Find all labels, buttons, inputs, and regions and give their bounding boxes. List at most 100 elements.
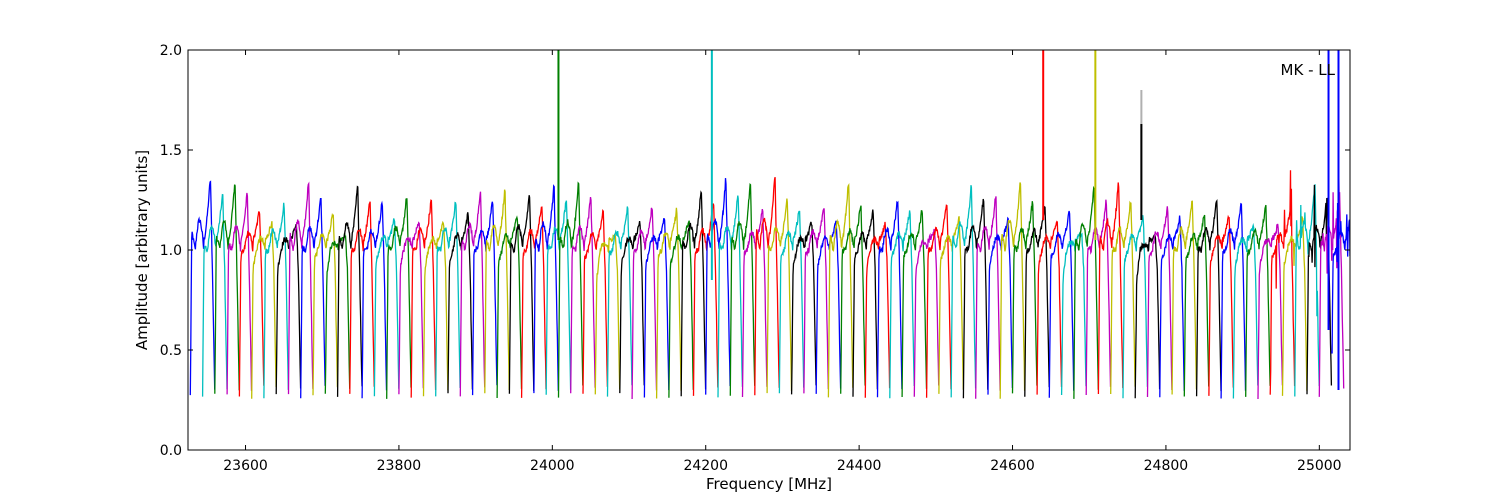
series-line [606, 206, 633, 397]
series-line [717, 195, 744, 398]
y-tick-label: 0.0 [160, 443, 182, 459]
series-line [754, 176, 780, 396]
series-line [1257, 223, 1284, 400]
series-line [1146, 206, 1173, 398]
series-line [938, 216, 964, 394]
series-line [508, 195, 535, 394]
series-line [533, 184, 559, 394]
series-line [435, 201, 461, 397]
series-line [312, 212, 339, 396]
x-tick-label: 24600 [990, 458, 1035, 474]
series-line [852, 209, 879, 397]
series-line [692, 203, 719, 396]
series-line [741, 208, 768, 398]
series-line [471, 201, 498, 396]
series-line [975, 196, 1001, 399]
series-line [300, 198, 326, 399]
spike-layer [557, 50, 1340, 390]
series-line [631, 207, 658, 400]
series-line [226, 192, 253, 395]
x-tick-label: 23800 [377, 458, 422, 474]
series-line [925, 204, 952, 398]
x-tick-label: 23600 [223, 458, 268, 474]
series-line [1110, 200, 1136, 395]
series-line [827, 183, 854, 398]
series-line [876, 200, 903, 398]
annotation-label: MK - LL [1281, 61, 1336, 79]
series-line [1232, 222, 1259, 399]
series-line [1024, 205, 1050, 397]
series-line [459, 191, 486, 397]
series-line [790, 221, 817, 395]
series-line [1294, 184, 1320, 397]
series-line [1195, 198, 1222, 397]
x-tick-label: 24800 [1144, 458, 1189, 474]
series-line [594, 232, 621, 395]
series-line [570, 196, 596, 394]
series-line [1330, 202, 1350, 354]
y-tick-label: 0.5 [160, 343, 182, 359]
series-line [238, 211, 265, 397]
series-line [1245, 204, 1271, 397]
series-line [913, 228, 940, 397]
y-tick-label: 1.5 [160, 143, 182, 159]
series-line [324, 232, 351, 394]
series-line [557, 181, 584, 398]
y-axis: 0.0 0.5 1.0 1.5 2.0 [160, 43, 1350, 459]
series-layer [189, 161, 1350, 400]
series-line [643, 218, 670, 398]
x-tick-label: 24000 [530, 458, 575, 474]
x-axis: 23600 23800 24000 24200 24400 24600 24800 25000 [223, 50, 1342, 474]
series-line [251, 221, 277, 399]
series-line [189, 180, 216, 396]
series-line [1085, 199, 1112, 396]
series-line [1281, 216, 1308, 396]
x-tick-label: 24400 [837, 458, 882, 474]
series-line [336, 185, 363, 397]
series-line [201, 193, 228, 397]
series-line [668, 220, 694, 398]
series-line [962, 198, 989, 399]
series-line [582, 208, 609, 394]
x-tick-label: 24200 [683, 458, 728, 474]
series-line [840, 205, 866, 394]
series-line [520, 206, 547, 398]
series-line [803, 208, 829, 394]
series-line [619, 221, 645, 394]
series-line [766, 198, 793, 394]
series-line [1048, 210, 1075, 398]
series-line [398, 221, 424, 395]
x-tick-label: 25000 [1297, 458, 1342, 474]
y-tick-label: 2.0 [160, 43, 182, 59]
series-line [1306, 184, 1333, 395]
series-line [484, 189, 510, 394]
series-line [1036, 220, 1063, 395]
series-line [889, 210, 915, 399]
series-line [1073, 185, 1099, 399]
series-line [496, 215, 523, 399]
series-line [1097, 182, 1124, 395]
series-line [1220, 202, 1247, 399]
series-line [422, 220, 449, 397]
series-line [680, 190, 707, 397]
y-tick-label: 1.0 [160, 243, 182, 259]
series-line [778, 210, 805, 394]
series-line [1183, 214, 1210, 397]
series-line [729, 182, 756, 396]
series-line [361, 200, 388, 399]
series-line [287, 181, 314, 395]
series-line [1159, 215, 1185, 398]
series-line [447, 212, 474, 394]
series-line [386, 198, 412, 399]
y-axis-label: Amplitude [arbitrary units] [133, 150, 151, 350]
series-line [999, 182, 1026, 399]
series-line [1269, 170, 1296, 395]
series-line [1011, 201, 1038, 394]
series-line [950, 185, 977, 398]
x-axis-label: Frequency [MHz] [706, 475, 832, 493]
series-line [901, 210, 928, 398]
series-line [1171, 200, 1198, 395]
series-line [410, 199, 437, 398]
series-line [1060, 231, 1087, 396]
